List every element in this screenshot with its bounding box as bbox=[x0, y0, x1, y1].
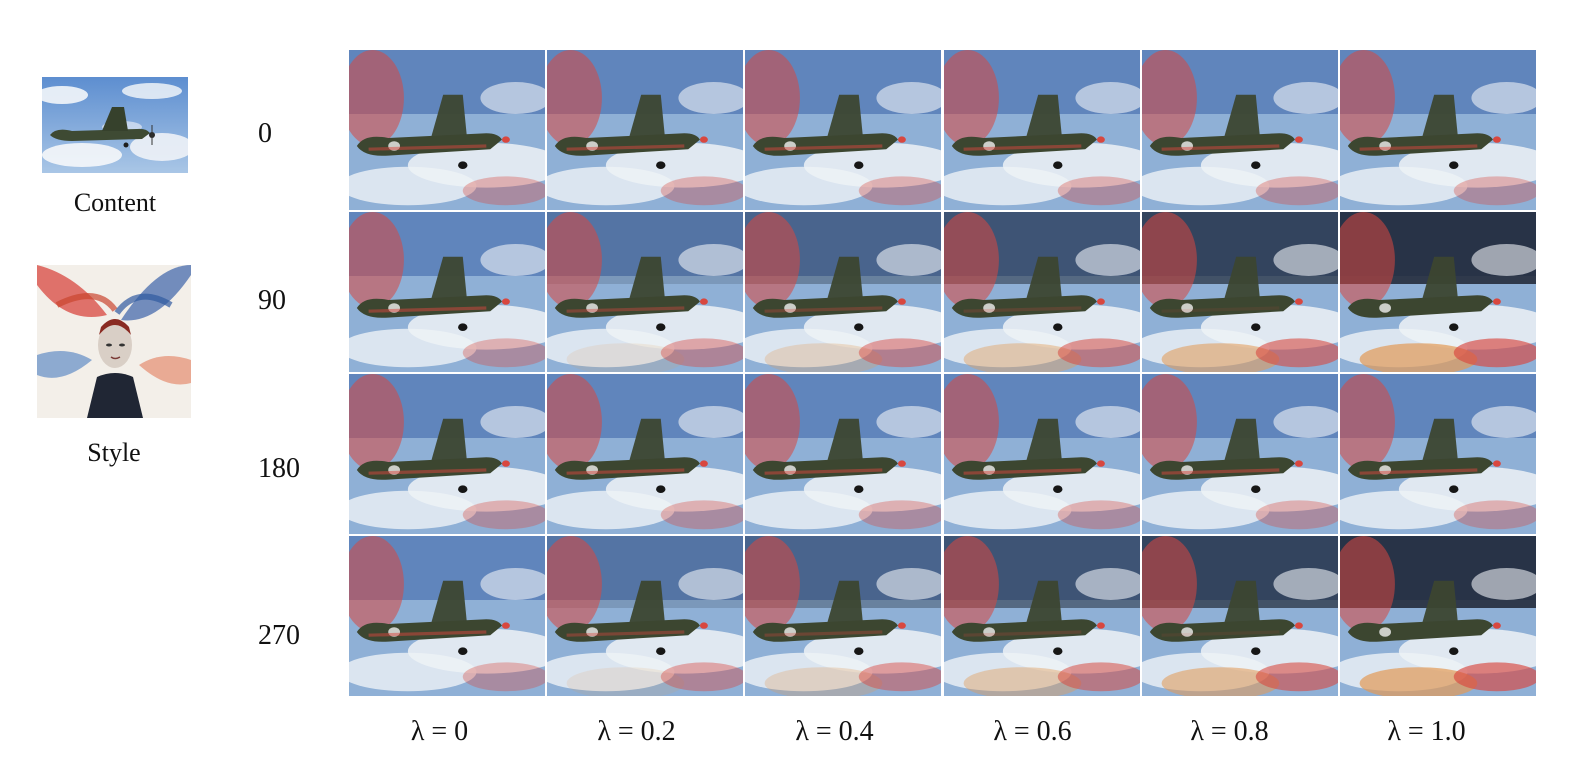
result-image bbox=[943, 212, 1140, 372]
result-image bbox=[1141, 374, 1338, 534]
result-image bbox=[547, 374, 744, 534]
result-image bbox=[547, 50, 744, 210]
result-image bbox=[349, 212, 546, 372]
result-image bbox=[1339, 212, 1536, 372]
row-label-0: 0 bbox=[258, 118, 272, 149]
result-image bbox=[745, 50, 942, 210]
result-image bbox=[745, 374, 942, 534]
content-image bbox=[42, 77, 188, 173]
result-image bbox=[745, 536, 942, 696]
result-image bbox=[1339, 50, 1536, 210]
result-image bbox=[943, 536, 1140, 696]
result-image bbox=[349, 536, 546, 696]
column-label-0-6: λ = 0.6 bbox=[993, 716, 1072, 747]
result-image bbox=[745, 212, 942, 372]
result-image bbox=[1339, 536, 1536, 696]
style-label: Style bbox=[87, 438, 141, 467]
result-image bbox=[349, 374, 546, 534]
result-image bbox=[547, 536, 744, 696]
result-image bbox=[1141, 50, 1338, 210]
result-image bbox=[943, 374, 1140, 534]
style-image bbox=[37, 265, 191, 418]
column-label-0-4: λ = 0.4 bbox=[795, 716, 874, 747]
result-image bbox=[547, 212, 744, 372]
row-label-180: 180 bbox=[258, 453, 300, 484]
row-label-270: 270 bbox=[258, 620, 300, 651]
result-grid bbox=[349, 50, 1538, 698]
column-label-1-0: λ = 1.0 bbox=[1387, 716, 1466, 747]
row-label-90: 90 bbox=[258, 285, 286, 316]
content-label: Content bbox=[73, 188, 157, 217]
result-image bbox=[1339, 374, 1536, 534]
result-image bbox=[349, 50, 546, 210]
column-label-0-8: λ = 0.8 bbox=[1190, 716, 1269, 747]
column-label-0-2: λ = 0.2 bbox=[597, 716, 676, 747]
result-image bbox=[1141, 212, 1338, 372]
column-label-0: λ = 0 bbox=[410, 716, 469, 747]
result-image bbox=[943, 50, 1140, 210]
result-image bbox=[1141, 536, 1338, 696]
